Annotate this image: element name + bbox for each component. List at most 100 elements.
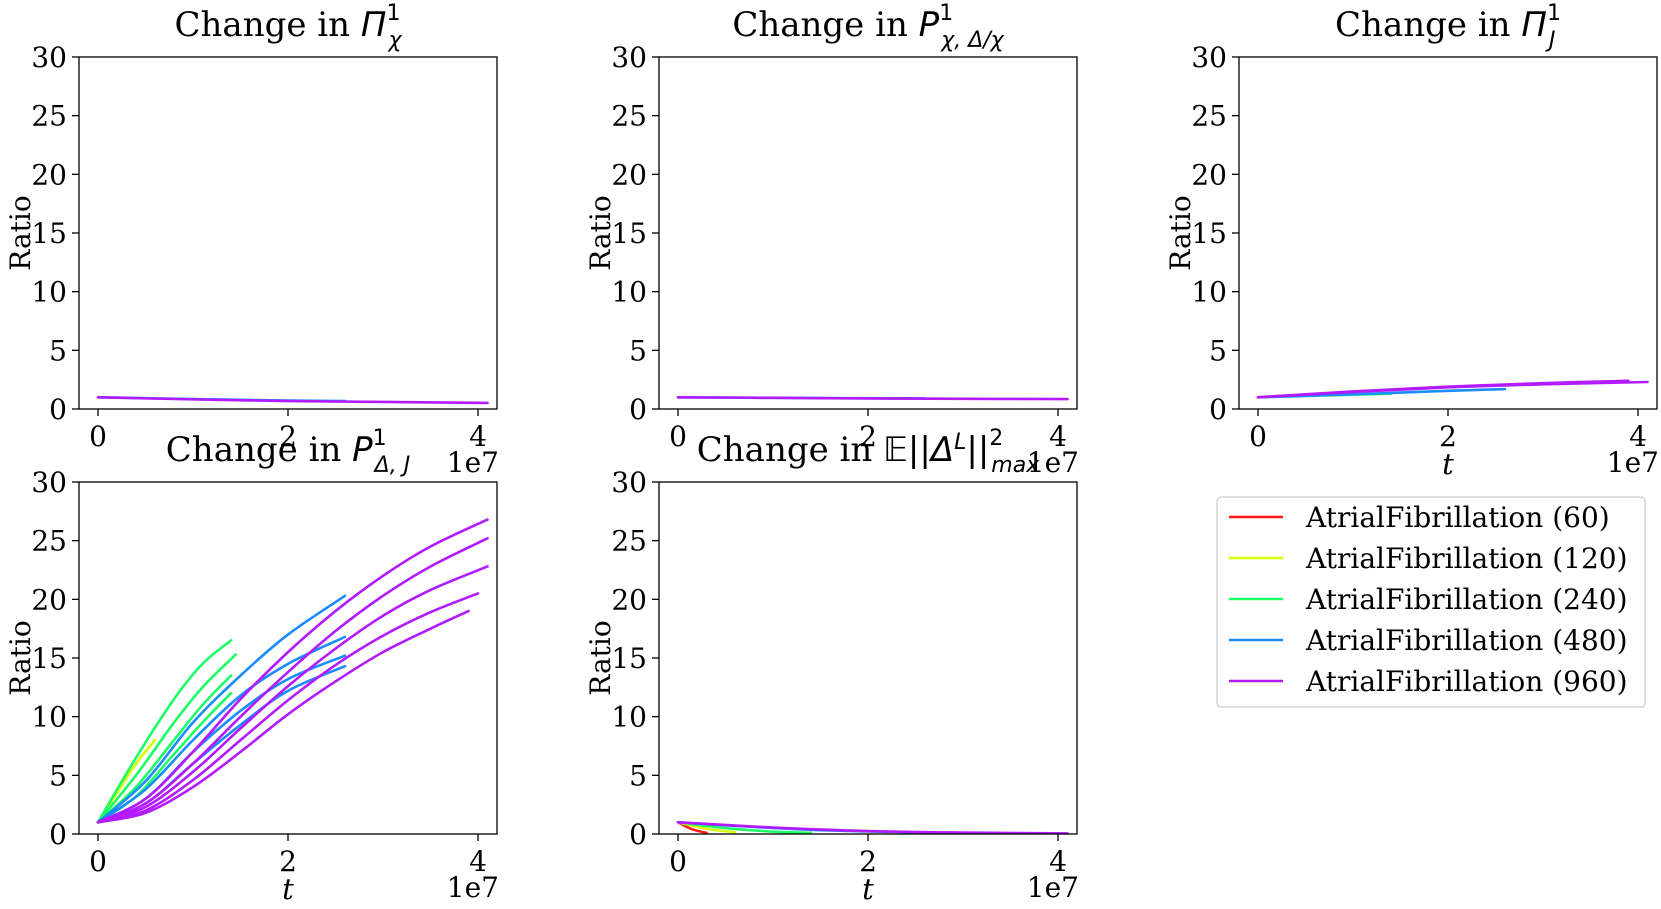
title-superscript: 2 xyxy=(989,426,1003,451)
title-superscript: 1 xyxy=(1547,1,1561,26)
x-axis-label: t xyxy=(1442,447,1454,481)
legend-item: AtrialFibrillation (240) xyxy=(1229,583,1628,616)
title-subscript: χ xyxy=(387,28,402,53)
y-tick-label: 10 xyxy=(1191,276,1227,309)
x-tick-label: 2 xyxy=(859,420,877,453)
y-axis-label: Ratio xyxy=(584,195,617,270)
x-tick-label: 0 xyxy=(89,420,107,453)
title-superscript: L xyxy=(954,430,966,455)
y-tick-label: 20 xyxy=(611,158,647,191)
legend-items: AtrialFibrillation (60) AtrialFibrillatio… xyxy=(1229,501,1628,698)
x-tick-label: 4 xyxy=(469,420,487,453)
x-tick-label: 0 xyxy=(89,845,107,878)
series-line xyxy=(96,594,347,824)
y-tick-label: 30 xyxy=(611,466,647,499)
x-tick-label: 0 xyxy=(669,420,687,453)
x-tick-label: 2 xyxy=(1439,420,1457,453)
y-tick-label: 0 xyxy=(1209,393,1227,426)
title-subscript: J xyxy=(1545,28,1556,53)
x-axis-label: t xyxy=(862,872,874,906)
series-line xyxy=(96,674,233,824)
legend-item: AtrialFibrillation (480) xyxy=(1229,624,1628,657)
x-offset-label: 1e7 xyxy=(1027,446,1079,479)
series-line xyxy=(676,395,1069,401)
series-line xyxy=(96,653,238,824)
title-text: Change in xyxy=(166,430,352,470)
y-tick-label: 30 xyxy=(31,41,67,74)
y-tick-label: 20 xyxy=(31,158,67,191)
subplot-title: Change in P1 Δ, J xyxy=(166,426,410,478)
x-tick-label: 0 xyxy=(1249,420,1267,453)
y-tick-label: 0 xyxy=(49,393,67,426)
title-subscript: χ, Δ/χ xyxy=(940,28,1004,53)
legend-label: AtrialFibrillation (120) xyxy=(1305,542,1628,575)
y-tick-label: 0 xyxy=(629,818,647,851)
y-tick-label: 25 xyxy=(31,100,67,133)
subplot-title: Change in Π1 J xyxy=(1335,1,1561,53)
series-line xyxy=(96,565,489,824)
y-tick-label: 15 xyxy=(611,642,647,675)
y-tick-label: 10 xyxy=(31,701,67,734)
y-tick-label: 15 xyxy=(31,217,67,250)
title-text: Change in xyxy=(732,5,918,45)
series-group xyxy=(1256,379,1649,399)
title-text: Change in xyxy=(1335,5,1521,45)
title-text: Change in xyxy=(697,430,883,470)
series-line xyxy=(96,635,347,824)
y-tick-label: 5 xyxy=(49,334,67,367)
subplot-title: Change in P1 χ, Δ/χ xyxy=(732,1,1004,53)
series-line xyxy=(676,820,1069,834)
legend: AtrialFibrillation (60) AtrialFibrillatio… xyxy=(1216,496,1646,708)
series-group xyxy=(676,395,1069,401)
series-line xyxy=(676,820,813,834)
x-offset-label: 1e7 xyxy=(447,871,499,904)
x-tick-label: 4 xyxy=(1049,845,1067,878)
plot-frame xyxy=(658,481,1078,835)
y-tick-label: 25 xyxy=(611,100,647,133)
y-tick-label: 10 xyxy=(611,701,647,734)
y-tick-label: 5 xyxy=(629,334,647,367)
y-tick-label: 15 xyxy=(611,217,647,250)
title-text: Change in xyxy=(175,5,361,45)
series-line xyxy=(96,639,233,824)
x-axis-label: t xyxy=(282,872,294,906)
y-tick-label: 5 xyxy=(1209,334,1227,367)
title-superscript: 1 xyxy=(373,426,387,451)
subplot-title: Change in Π1 χ xyxy=(175,1,403,53)
series-line xyxy=(96,592,480,824)
x-tick-label: 2 xyxy=(279,420,297,453)
y-axis-label: Ratio xyxy=(1164,195,1197,270)
series-line xyxy=(96,518,489,824)
y-tick-label: 0 xyxy=(629,393,647,426)
y-tick-label: 20 xyxy=(1191,158,1227,191)
plot-frame xyxy=(1238,56,1658,410)
y-tick-label: 10 xyxy=(611,276,647,309)
title-superscript: 1 xyxy=(939,1,953,26)
legend-label: AtrialFibrillation (60) xyxy=(1305,501,1610,534)
title-superscript: 1 xyxy=(386,1,400,26)
y-tick-label: 15 xyxy=(31,642,67,675)
y-tick-label: 0 xyxy=(49,818,67,851)
subplot-title: Change in 𝔼||ΔL||2 max xyxy=(697,426,1040,478)
legend-item: AtrialFibrillation (120) xyxy=(1229,542,1628,575)
legend-item: AtrialFibrillation (960) xyxy=(1229,665,1628,698)
y-tick-label: 5 xyxy=(49,759,67,792)
x-offset-label: 1e7 xyxy=(1027,871,1079,904)
y-axis-label: Ratio xyxy=(4,620,37,695)
legend-item: AtrialFibrillation (60) xyxy=(1229,501,1610,534)
y-tick-label: 30 xyxy=(611,41,647,74)
series-line xyxy=(96,537,489,824)
series-group xyxy=(96,395,489,405)
x-tick-label: 2 xyxy=(279,845,297,878)
x-offset-label: 1e7 xyxy=(447,446,499,479)
title-symbol: 𝔼||Δ xyxy=(883,430,954,470)
y-axis-label: Ratio xyxy=(4,195,37,270)
x-tick-label: 4 xyxy=(1629,420,1647,453)
